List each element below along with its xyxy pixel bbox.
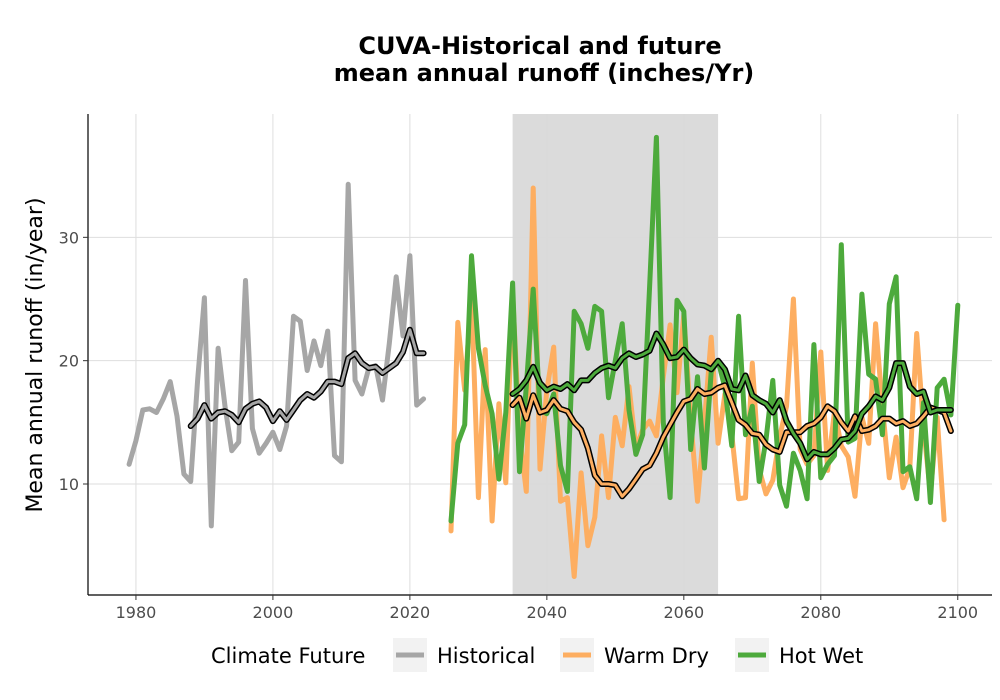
x-tick-label: 2000 (253, 603, 294, 622)
x-tick-label: 2080 (800, 603, 841, 622)
plot-axes (87, 114, 992, 596)
x-tick-label: 2020 (390, 603, 431, 622)
legend-label-warm-dry: Warm Dry (604, 644, 709, 668)
legend-title: Climate Future (211, 644, 365, 668)
chart-title-line2: mean annual runoff (inches/Yr) (334, 59, 755, 87)
legend-label-historical: Historical (437, 644, 535, 668)
y-tick-label: 30 (59, 228, 79, 247)
legend-label-hot-wet: Hot Wet (779, 644, 863, 668)
series-lines (126, 134, 961, 579)
chart-title-line1: CUVA-Historical and future (358, 32, 721, 60)
series-line-historical (126, 181, 427, 529)
y-tick-label: 10 (59, 475, 79, 494)
y-axis-label: Mean annual runoff (in/year) (23, 197, 48, 512)
x-tick-label: 1980 (116, 603, 157, 622)
series-line-hot-wet (448, 134, 961, 524)
smooth-line-historical-smoothed (189, 328, 426, 428)
y-tick-label: 20 (59, 352, 79, 371)
smooth-line-warm-dry-smoothed (511, 383, 953, 498)
axis-ticks: 1980 2000 2020 2040 2060 2080 2100 10 20 30 (59, 228, 978, 622)
x-tick-label: 2100 (937, 603, 978, 622)
x-tick-label: 2040 (526, 603, 567, 622)
x-tick-label: 2060 (663, 603, 704, 622)
legend: Climate Future Historical Warm Dry Hot Wet (211, 638, 863, 672)
smooth-line-hot-wet-smoothed (511, 332, 953, 461)
